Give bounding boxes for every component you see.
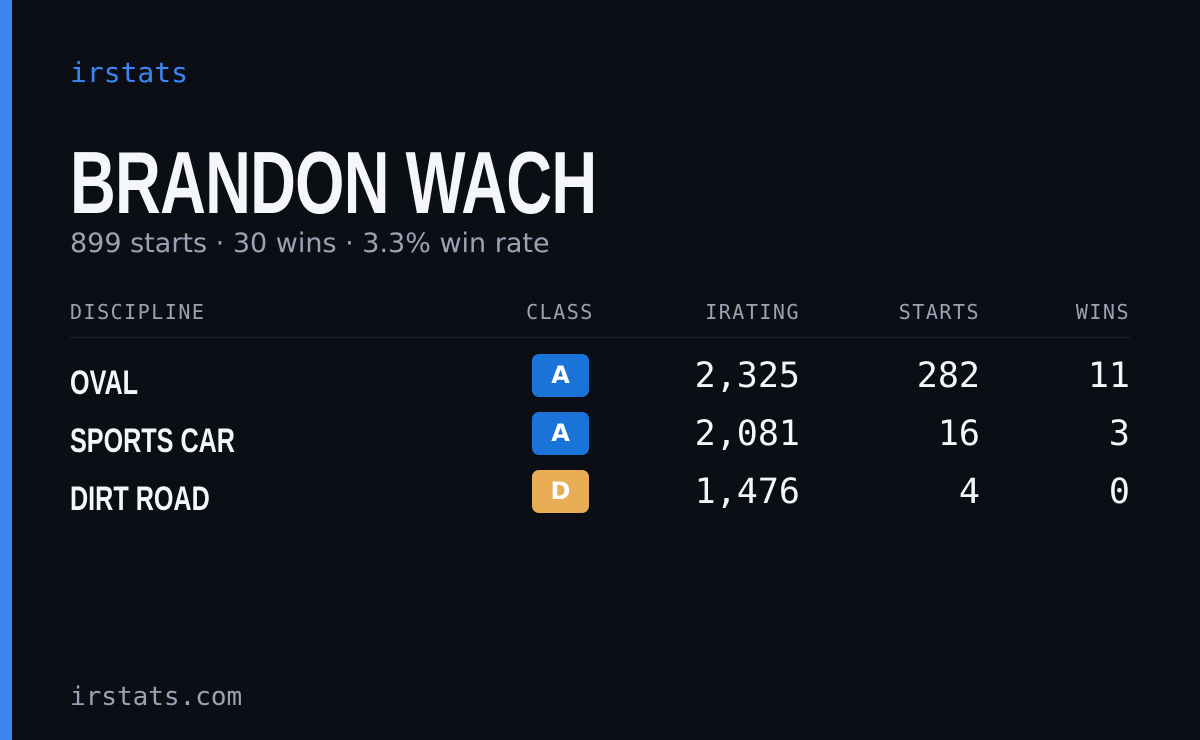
brand: irstats	[70, 56, 189, 89]
irating-value: 2,325	[694, 356, 800, 396]
irating-value: 2,081	[694, 414, 800, 454]
starts-value: 16	[937, 414, 980, 454]
starts-value: 4	[958, 472, 980, 512]
accent-bar	[0, 0, 12, 740]
wins-value: 0	[1108, 472, 1130, 512]
footer: irstats.com	[70, 682, 243, 712]
column-header: WINS	[1075, 300, 1130, 324]
column-header: DISCIPLINE	[70, 300, 206, 324]
starts-value: 282	[916, 356, 980, 396]
discipline-label: SPORTS CAR	[70, 422, 235, 460]
wins-value: 3	[1108, 414, 1130, 454]
class-badge: D	[532, 470, 589, 513]
class-badge: A	[532, 412, 589, 455]
player-summary: 899 starts · 30 wins · 3.3% win rate	[70, 228, 550, 259]
irating-value: 1,476	[694, 472, 800, 512]
header-rule	[70, 337, 1130, 338]
column-header: IRATING	[705, 300, 800, 324]
class-badge: A	[532, 354, 589, 397]
discipline-label: OVAL	[70, 364, 139, 402]
column-header: STARTS	[898, 300, 980, 324]
column-header: CLASS	[526, 300, 594, 324]
discipline-label: DIRT ROAD	[70, 480, 210, 518]
wins-value: 11	[1087, 356, 1130, 396]
player-name: BRANDON WACH	[70, 133, 597, 232]
